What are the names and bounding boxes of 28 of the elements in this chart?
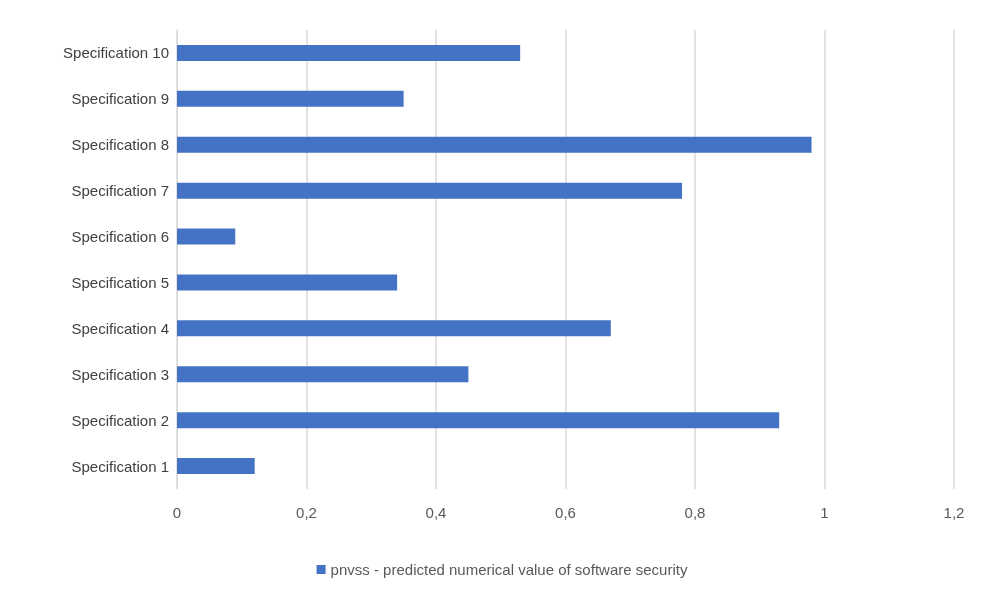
bar [177, 412, 780, 429]
y-tick-label: Specification 5 [71, 273, 169, 291]
y-tick-label: Specification 8 [71, 136, 169, 154]
y-tick-label: Specification 1 [71, 457, 169, 475]
y-tick-label: Specification 2 [71, 411, 169, 429]
bar [177, 44, 521, 61]
x-tick-label: 0,4 [425, 504, 447, 521]
bar [177, 458, 255, 475]
x-tick-label: 0 [172, 504, 182, 521]
bar [177, 136, 812, 153]
y-tick-label: Specification 3 [71, 365, 169, 383]
y-tick-label: Specification 7 [71, 182, 169, 200]
y-tick-label: Specification 6 [71, 228, 169, 246]
legend-label: pnvss - predicted numerical value of software security [330, 561, 688, 578]
bar [177, 228, 236, 245]
bar [177, 366, 469, 383]
x-tick-label: 1,2 [943, 504, 965, 521]
bar [177, 182, 683, 199]
x-tick-label: 0,8 [684, 504, 706, 521]
x-tick-label: 0,2 [296, 504, 317, 521]
x-tick-label: 0,6 [555, 504, 576, 521]
bar [177, 320, 611, 337]
bar [177, 274, 398, 291]
bar [177, 90, 404, 107]
y-tick-label: Specification 4 [71, 319, 169, 337]
x-tick-label: 1 [820, 504, 829, 521]
y-tick-label: Specification 10 [63, 44, 169, 62]
y-tick-label: Specification 9 [71, 90, 169, 108]
